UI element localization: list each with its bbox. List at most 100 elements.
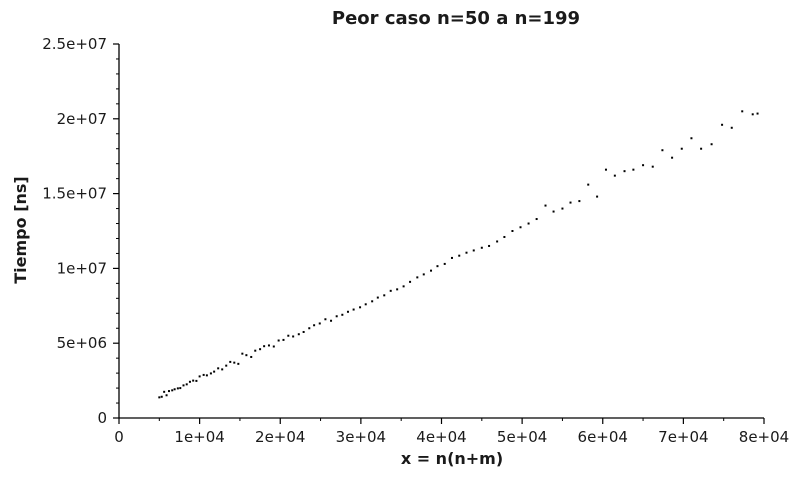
data-point [250,355,253,358]
data-point [171,389,174,392]
data-point [324,318,327,321]
data-point [297,333,300,336]
data-point [198,375,201,378]
data-point [527,222,530,225]
data-point [443,262,446,265]
data-point [756,112,759,115]
data-point [436,265,439,268]
data-point [416,276,419,279]
data-point [690,137,693,140]
y-tick-label: 1e+07 [57,259,107,277]
x-tick-label: 8e+04 [739,428,789,446]
data-point [176,387,179,390]
data-point [710,143,713,146]
data-point [308,327,311,330]
data-point [263,345,266,348]
y-tick-label: 1.5e+07 [42,185,107,203]
data-points [158,110,759,399]
data-point [259,348,262,351]
data-point [396,288,399,291]
data-point [173,388,176,391]
data-point [578,200,581,203]
data-point [488,244,491,247]
data-point [383,294,386,297]
y-tick-label: 2.5e+07 [42,35,107,53]
data-point [389,289,392,292]
data-point [721,123,724,126]
data-point [277,339,280,342]
x-tick-label: 6e+04 [578,428,628,446]
data-point [496,240,499,243]
x-tick-label: 5e+04 [497,428,547,446]
data-point [623,170,626,173]
data-point [519,226,522,229]
data-point [465,251,468,254]
data-point [480,246,483,249]
data-point [661,149,664,152]
data-point [596,195,599,198]
x-axis-label: x = n(n+m) [401,449,503,468]
data-point [267,344,270,347]
x-tick-label: 1e+04 [174,428,224,446]
data-point [376,296,379,299]
data-point [330,319,333,322]
x-tick-label: 4e+04 [416,428,466,446]
data-point [604,168,607,171]
x-tick-label: 2e+04 [255,428,305,446]
data-point [352,308,355,311]
data-point [587,183,590,186]
data-point [237,362,240,365]
data-point [205,374,208,377]
data-point [165,394,168,397]
data-point [458,254,461,257]
data-point [751,113,754,116]
data-point [700,147,703,150]
x-tick-label: 0 [114,428,124,446]
data-point [225,364,228,367]
data-point [680,147,683,150]
axes: 0 1e+04 2e+04 3e+04 4e+04 5e+04 6e+04 7e+04 8e+0… [42,35,789,446]
data-point [409,280,412,283]
data-point [544,204,547,207]
data-point [364,303,367,306]
data-point [450,256,453,259]
data-point [233,361,236,364]
data-point [651,165,654,168]
x-tick-label: 3e+04 [336,428,386,446]
data-point [318,322,321,325]
data-point [202,373,205,376]
data-point [195,379,198,382]
data-point [335,315,338,318]
data-point [167,390,170,393]
data-point [341,313,344,316]
data-point [371,300,374,303]
data-point [245,354,248,357]
data-point [192,379,195,382]
data-point [272,345,275,348]
data-point [671,156,674,159]
data-point [511,230,514,232]
data-point [552,210,555,213]
y-tick-label: 0 [97,409,107,427]
data-point [188,380,191,383]
data-point [282,338,285,341]
data-point [430,269,433,272]
y-tick-label: 5e+06 [57,334,107,352]
data-point [503,235,506,238]
data-point [402,285,405,288]
data-point [346,310,349,313]
data-point [179,387,182,390]
data-point [359,306,362,309]
data-point [472,249,475,252]
data-point [229,360,232,363]
y-tick-label: 2e+07 [57,110,107,128]
data-point [313,324,316,327]
x-tick-label: 7e+04 [658,428,708,446]
data-point [213,370,216,373]
data-point [292,335,295,338]
data-point [569,201,572,204]
data-point [632,168,635,171]
data-point [209,372,212,375]
data-point [221,368,224,371]
